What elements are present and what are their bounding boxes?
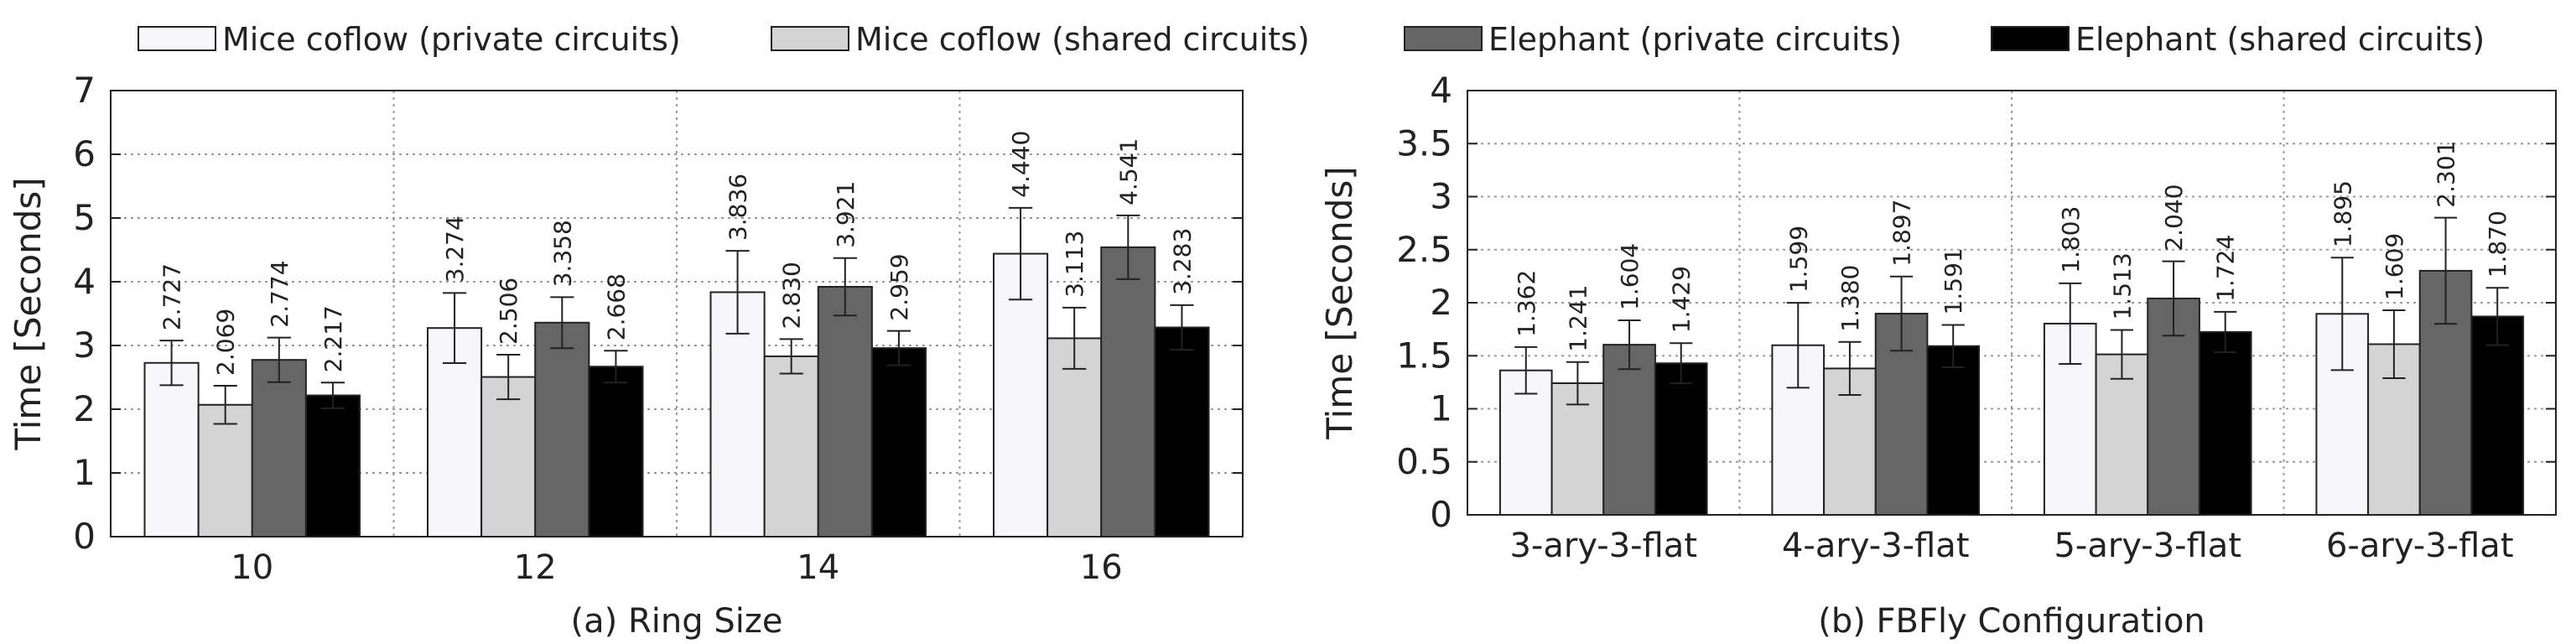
legend-label-3: Elephant (private circuits) [1488, 21, 1902, 58]
y-tick-label: 1 [1430, 388, 1452, 429]
bar-value-label: 1.803 [2057, 206, 2085, 273]
bar [1154, 326, 1210, 538]
bar [870, 347, 927, 538]
bar-value-label: 2.668 [602, 273, 630, 340]
bar-value-label: 4.440 [1007, 131, 1035, 198]
x-tick-label: 10 [231, 548, 273, 587]
bar [534, 321, 590, 538]
bar-value-label: 1.241 [1564, 285, 1592, 352]
bar-value-label: 3.921 [832, 181, 860, 248]
bar [1926, 345, 1981, 516]
bar-value-label: 2.069 [212, 309, 240, 376]
bar [817, 286, 873, 538]
bar [588, 366, 644, 538]
x-tick-label: 6-ary-3-flat [2326, 527, 2514, 565]
bar [143, 361, 200, 538]
bar [1100, 246, 1156, 538]
bar-value-label: 1.895 [2329, 180, 2356, 247]
bar-value-label: 1.870 [2484, 210, 2511, 278]
bar-value-label: 3.358 [548, 220, 576, 287]
bar-value-label: 1.429 [1668, 266, 1696, 333]
x-tick-label: 16 [1080, 548, 1123, 587]
y-tick-label: 0.5 [1396, 441, 1452, 482]
bar [304, 394, 361, 538]
x-axis-label: (a) Ring Size [571, 602, 783, 641]
y-tick-label: 0 [1430, 494, 1452, 535]
y-tick-label: 1.5 [1396, 335, 1452, 376]
y-tick-label: 1 [73, 452, 96, 493]
bar-value-label: 1.897 [1888, 200, 1916, 267]
y-axis-label: Time [Seconds] [1319, 166, 1360, 439]
bar-value-label: 3.274 [441, 216, 469, 283]
y-tick-label: 0 [73, 516, 96, 557]
y-tick-label: 3.5 [1396, 122, 1452, 164]
y-tick-label: 2 [1430, 282, 1452, 323]
bar [2198, 330, 2252, 516]
bar-value-label: 1.604 [1616, 243, 1644, 310]
y-tick-label: 7 [73, 70, 96, 111]
x-tick-label: 14 [797, 548, 839, 587]
bar [2095, 353, 2149, 516]
bar-value-label: 2.217 [319, 305, 347, 372]
x-tick-label: 5-ary-3-flat [2054, 527, 2241, 565]
bar-value-label: 2.040 [2160, 184, 2188, 251]
bar-value-label: 1.724 [2212, 235, 2240, 302]
bar-value-label: 2.774 [266, 260, 293, 327]
legend-label-1: Mice coflow (private circuits) [222, 21, 681, 58]
y-tick-label: 2 [73, 388, 96, 429]
bar-value-label: 1.599 [1784, 226, 1812, 293]
bar-value-label: 1.591 [1940, 247, 1967, 314]
bar-value-label: 2.727 [158, 263, 186, 330]
y-tick-label: 3 [73, 325, 96, 366]
bar [763, 355, 819, 538]
bar-value-label: 1.513 [2108, 252, 2136, 319]
bar-value-label: 2.959 [886, 253, 913, 320]
bar [251, 359, 307, 538]
bar-value-label: 4.541 [1114, 138, 1142, 205]
bar-value-label: 1.609 [2381, 233, 2408, 300]
y-tick-label: 4 [73, 261, 96, 302]
y-tick-label: 5 [73, 197, 96, 238]
bar-value-label: 3.836 [724, 174, 752, 241]
bar-value-label: 2.506 [495, 278, 522, 345]
bar [1654, 362, 1708, 516]
bar [993, 252, 1049, 538]
bar-value-label: 1.362 [1513, 270, 1540, 337]
plot-frame [1467, 90, 2557, 516]
x-axis-label: (b) FBFly Configuration [1818, 602, 2205, 641]
legend-swatch-1 [138, 26, 216, 51]
x-tick-label: 12 [514, 548, 557, 587]
bar-value-label: 1.380 [1836, 265, 1864, 332]
bar-value-label: 2.301 [2433, 141, 2460, 208]
bar-value-label: 2.830 [778, 262, 806, 329]
legend-swatch-3 [1404, 26, 1483, 51]
bar [2470, 315, 2525, 516]
bar [1602, 344, 1656, 516]
legend: Mice coflow (private circuits) Mice coflo… [138, 21, 2485, 58]
y-tick-label: 3 [1430, 176, 1452, 217]
y-tick-label: 2.5 [1396, 229, 1452, 270]
legend-swatch-4 [1991, 26, 2070, 51]
legend-label-2: Mice coflow (shared circuits) [855, 21, 1310, 58]
plot-frame [110, 90, 1244, 538]
legend-label-4: Elephant (shared circuits) [2075, 21, 2485, 58]
y-tick-label: 4 [1430, 70, 1452, 111]
bar [480, 376, 537, 538]
x-tick-label: 4-ary-3-flat [1782, 527, 1970, 565]
legend-swatch-2 [771, 26, 849, 51]
y-tick-label: 6 [73, 133, 96, 174]
x-tick-label: 3-ary-3-flat [1509, 527, 1697, 565]
bar-value-label: 3.283 [1168, 228, 1196, 295]
chart-fbfly-configuration: 0 0.5 1 1.5 2 2.5 3 3.5 4 1.362 1.599 1.803 1.895 1.2… [1319, 70, 2557, 641]
bar-value-label: 3.113 [1061, 231, 1088, 298]
y-axis-label: Time [Seconds] [8, 177, 49, 450]
